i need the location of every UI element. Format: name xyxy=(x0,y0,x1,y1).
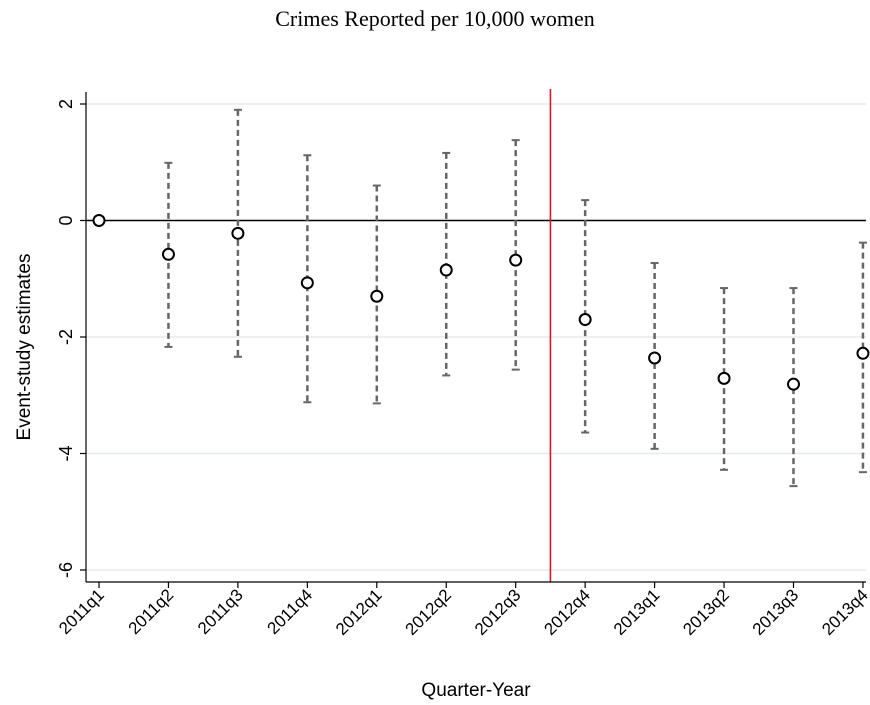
x-ticks: 2011q1 2011q2 2011q3 2011q4 2012q1 2012q2 2012… xyxy=(55,582,870,639)
x-tick-label: 2011q4 xyxy=(264,585,317,638)
x-tick-label: 2013q1 xyxy=(610,585,664,639)
point-estimate xyxy=(231,226,245,240)
y-ticks: 2 0 -2 -4 -6 xyxy=(56,99,86,578)
x-tick-label: 2013q3 xyxy=(749,585,803,639)
point-estimates xyxy=(92,214,870,391)
y-axis-label: Event-study estimates xyxy=(14,254,35,441)
x-tick-label: 2012q4 xyxy=(540,585,594,639)
ci-bar xyxy=(372,184,381,405)
x-tick-label: 2011q3 xyxy=(194,585,247,638)
y-tick-label: 2 xyxy=(56,99,76,109)
point-estimate xyxy=(439,263,453,277)
point-estimate xyxy=(509,253,523,267)
y-tick-label: 0 xyxy=(56,215,76,225)
point-estimate xyxy=(300,276,314,290)
point-estimate xyxy=(578,313,592,327)
x-tick-label: 2011q1 xyxy=(55,585,108,638)
reference-lines xyxy=(86,89,866,582)
point-estimate xyxy=(161,247,175,261)
point-estimate xyxy=(856,346,870,360)
point-estimate xyxy=(648,351,662,365)
ci-bar xyxy=(789,287,798,488)
x-tick-label: 2013q4 xyxy=(818,585,870,639)
x-tick-label: 2012q1 xyxy=(332,585,386,639)
x-tick-label: 2013q2 xyxy=(679,585,733,639)
y-tick-label: -4 xyxy=(56,445,76,461)
point-estimate xyxy=(717,371,731,385)
x-tick-label: 2012q3 xyxy=(471,585,525,639)
point-estimate xyxy=(787,377,800,391)
x-tick-label: 2011q2 xyxy=(125,585,178,638)
chart-title: Crimes Reported per 10,000 women xyxy=(275,6,595,31)
point-estimate xyxy=(92,214,106,227)
point-estimate xyxy=(370,289,384,303)
x-axis-label: Quarter-Year xyxy=(421,680,531,701)
ci-bar xyxy=(581,199,590,434)
confidence-intervals xyxy=(164,108,867,488)
y-tick-label: -6 xyxy=(56,562,76,578)
y-tick-label: -2 xyxy=(56,329,76,345)
x-tick-label: 2012q2 xyxy=(402,585,456,639)
grid-lines xyxy=(86,103,866,571)
